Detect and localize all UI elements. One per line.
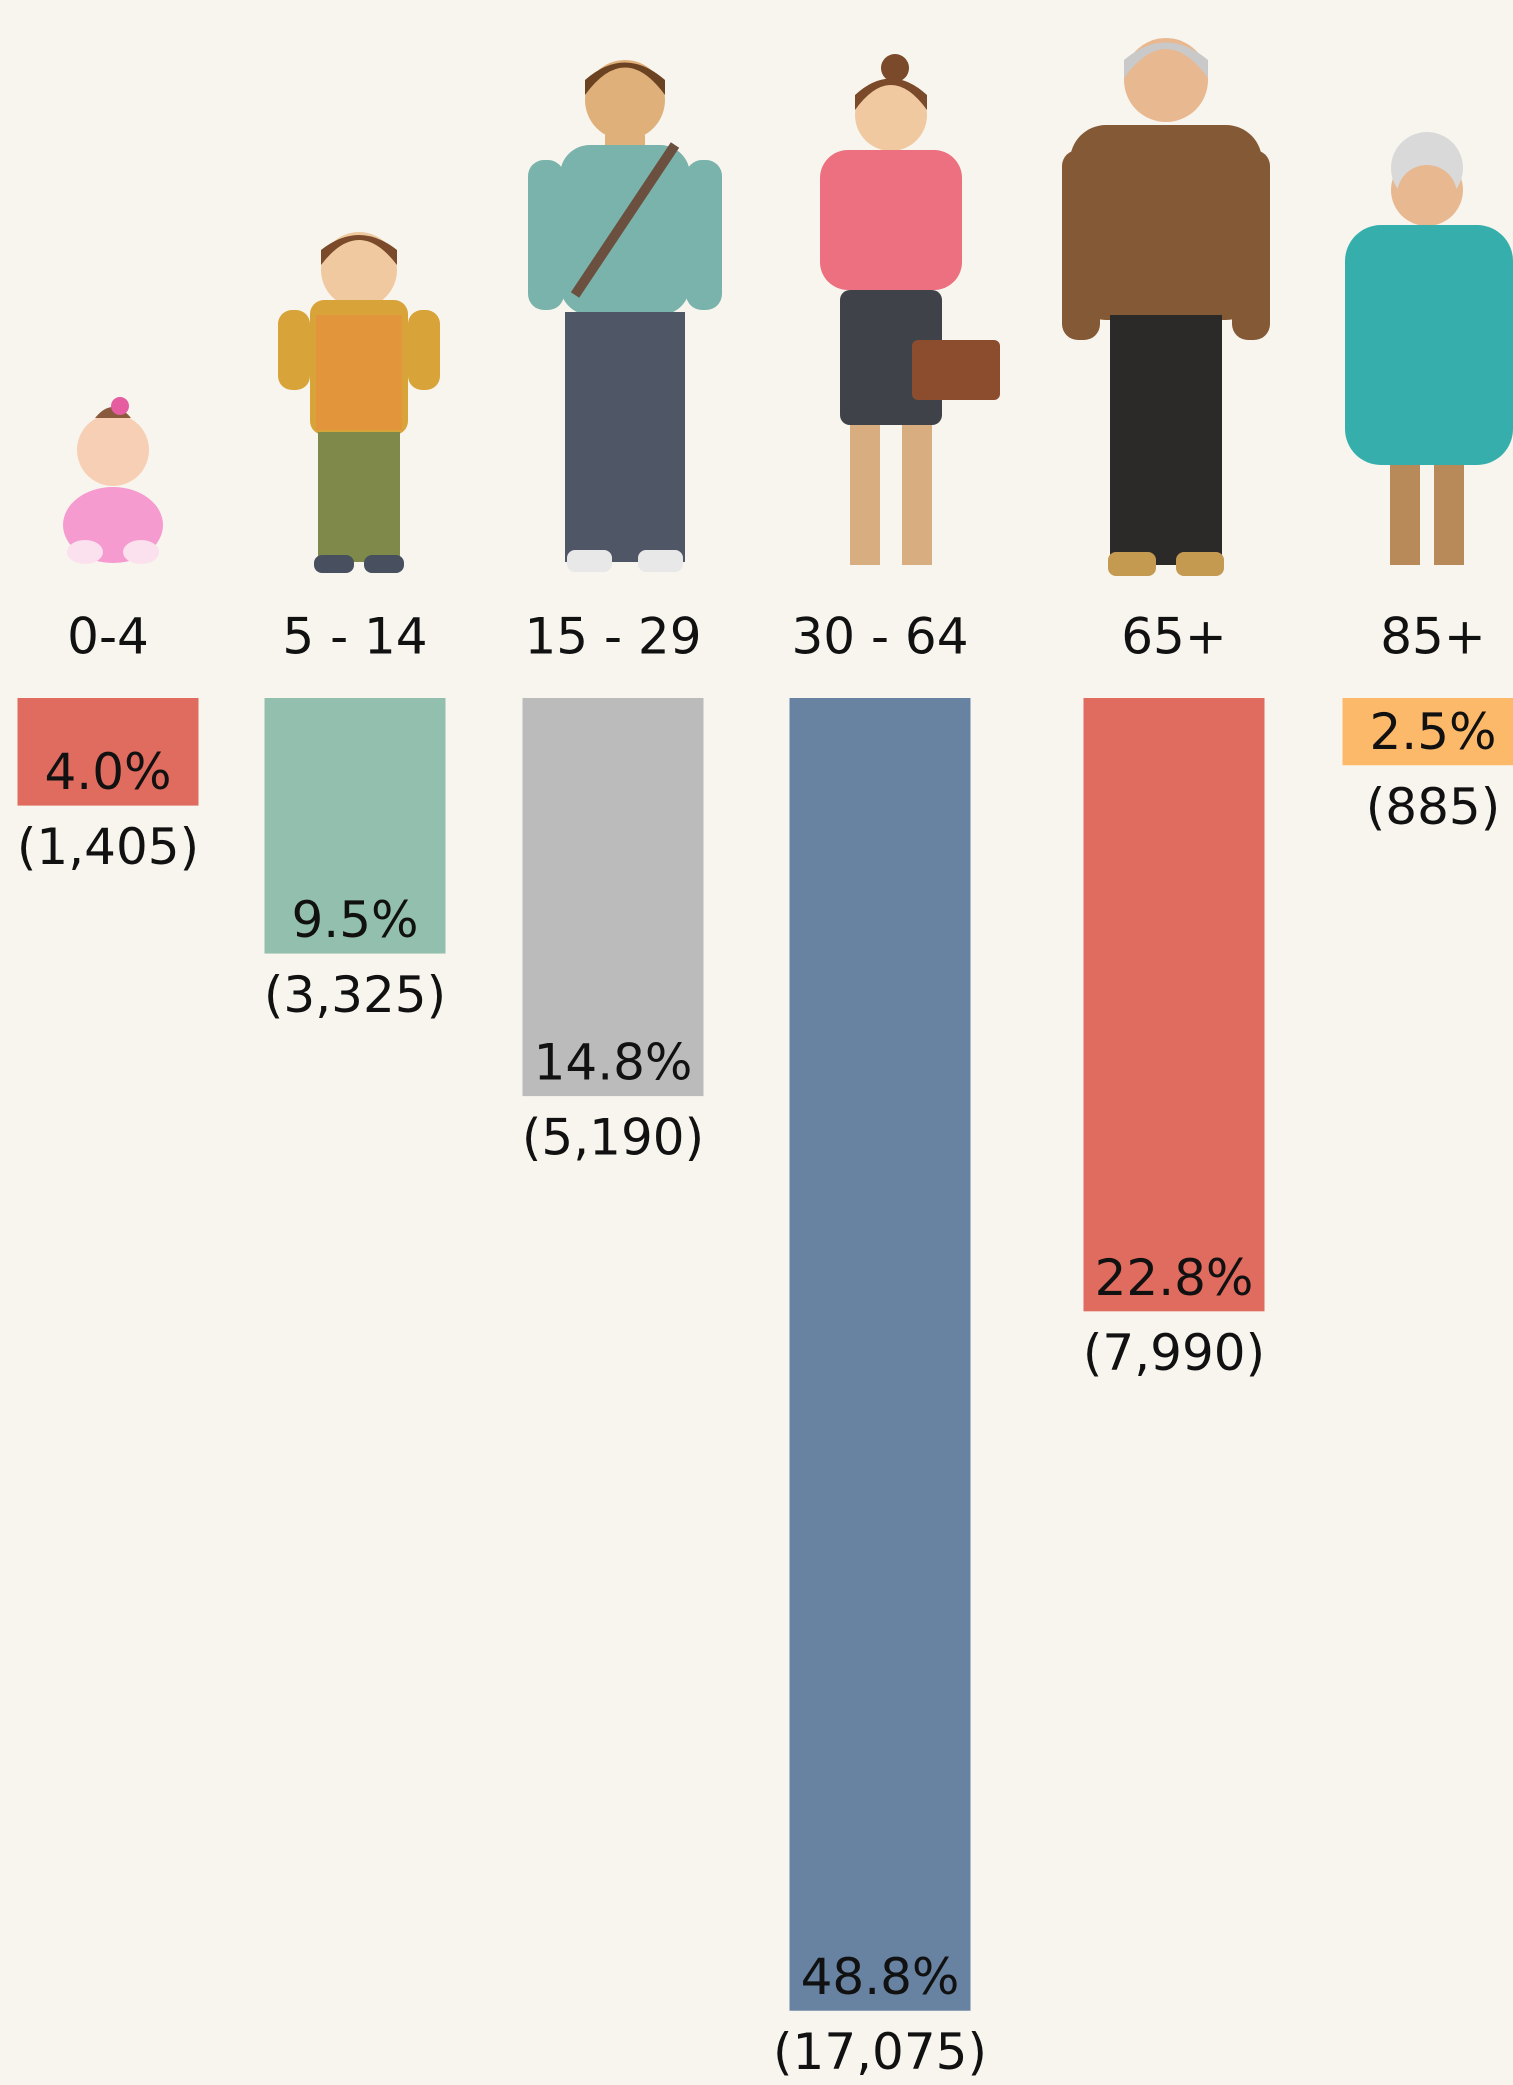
bar bbox=[1342, 698, 1513, 766]
value-label: 2.5% bbox=[1369, 703, 1496, 761]
baby-figure bbox=[63, 397, 163, 564]
bar bbox=[522, 698, 704, 1097]
category-label: 65+ bbox=[1121, 608, 1227, 666]
value-label: 9.5% bbox=[291, 891, 418, 949]
category-label: 30 - 64 bbox=[791, 608, 968, 666]
woman-figure bbox=[820, 54, 1000, 565]
category-label: 0-4 bbox=[67, 608, 149, 666]
count-label: (3,325) bbox=[264, 966, 446, 1024]
category-label: 85+ bbox=[1380, 608, 1486, 666]
count-label: (5,190) bbox=[522, 1109, 704, 1167]
value-label: 48.8% bbox=[801, 1948, 960, 2006]
count-label: (17,075) bbox=[773, 2023, 987, 2081]
bar bbox=[1083, 698, 1265, 1312]
value-label: 4.0% bbox=[44, 743, 171, 801]
bar bbox=[789, 698, 971, 2011]
category-label: 15 - 29 bbox=[524, 608, 701, 666]
bar bbox=[264, 698, 446, 954]
count-label: (7,990) bbox=[1083, 1324, 1265, 1382]
value-label: 22.8% bbox=[1095, 1249, 1254, 1307]
value-label: 14.8% bbox=[534, 1034, 693, 1092]
old-woman-figure bbox=[1345, 132, 1513, 565]
count-label: (885) bbox=[1366, 778, 1500, 836]
boy-figure bbox=[278, 232, 440, 573]
old-man-figure bbox=[1062, 38, 1270, 576]
category-label: 5 - 14 bbox=[282, 608, 427, 666]
young-man-figure bbox=[528, 60, 722, 572]
count-label: (1,405) bbox=[17, 818, 199, 876]
bar bbox=[17, 698, 199, 806]
